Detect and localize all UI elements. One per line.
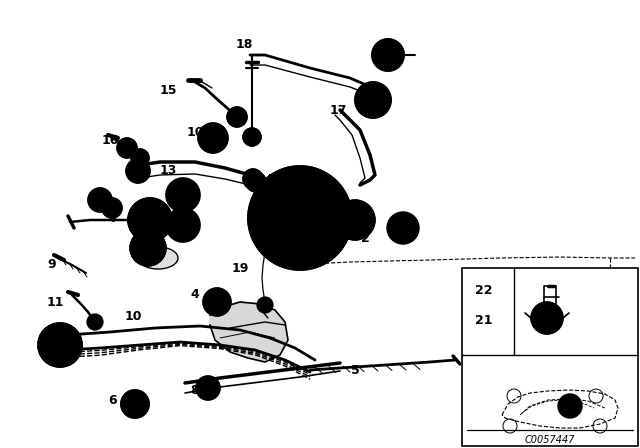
Polygon shape — [255, 175, 335, 250]
Circle shape — [319, 214, 327, 222]
Circle shape — [117, 138, 137, 158]
Text: 18: 18 — [236, 39, 253, 52]
Circle shape — [227, 107, 247, 127]
Circle shape — [355, 82, 391, 118]
Circle shape — [166, 208, 200, 242]
Text: 14: 14 — [243, 172, 260, 185]
Circle shape — [545, 303, 555, 313]
Text: 10: 10 — [124, 310, 141, 323]
Text: 19: 19 — [231, 262, 249, 275]
Text: 21: 21 — [175, 220, 191, 230]
Circle shape — [246, 172, 266, 192]
Text: 22: 22 — [173, 191, 191, 204]
Text: 1: 1 — [310, 238, 319, 251]
Circle shape — [335, 200, 375, 240]
Circle shape — [130, 230, 166, 266]
Text: 8: 8 — [191, 383, 199, 396]
Text: 13: 13 — [159, 164, 177, 177]
Circle shape — [38, 323, 82, 367]
Circle shape — [372, 39, 404, 71]
Text: 16: 16 — [101, 134, 118, 146]
Circle shape — [121, 390, 149, 418]
Ellipse shape — [138, 247, 178, 269]
Text: 3: 3 — [406, 232, 414, 245]
Circle shape — [248, 166, 352, 270]
Circle shape — [87, 314, 103, 330]
Circle shape — [243, 169, 263, 189]
Circle shape — [307, 194, 316, 202]
Text: 11: 11 — [46, 297, 64, 310]
Text: 14: 14 — [87, 191, 105, 204]
Circle shape — [102, 198, 122, 218]
Text: C0057447: C0057447 — [525, 435, 575, 445]
Text: 21: 21 — [173, 221, 191, 234]
Circle shape — [128, 198, 172, 242]
Circle shape — [387, 212, 419, 244]
Circle shape — [531, 302, 563, 334]
Text: 12: 12 — [380, 46, 397, 59]
Circle shape — [126, 159, 150, 183]
Circle shape — [273, 214, 281, 222]
Text: 17: 17 — [329, 103, 347, 116]
Circle shape — [166, 178, 200, 212]
Circle shape — [558, 394, 582, 418]
Text: 22: 22 — [476, 284, 493, 297]
Circle shape — [285, 194, 292, 202]
Circle shape — [546, 311, 554, 319]
Circle shape — [243, 128, 261, 146]
Text: 21: 21 — [476, 314, 493, 327]
Text: 22: 22 — [175, 190, 191, 200]
Bar — [462, 268, 638, 446]
Text: 10: 10 — [186, 125, 204, 138]
Text: 15: 15 — [159, 83, 177, 96]
Circle shape — [131, 149, 149, 167]
Text: 6: 6 — [109, 393, 117, 406]
Text: 2: 2 — [360, 232, 369, 245]
Circle shape — [285, 234, 292, 242]
Text: 5: 5 — [351, 363, 360, 376]
Circle shape — [196, 376, 220, 400]
Circle shape — [198, 123, 228, 153]
Circle shape — [203, 288, 231, 316]
Text: 7: 7 — [109, 211, 117, 224]
Polygon shape — [210, 302, 288, 362]
Circle shape — [131, 400, 139, 408]
Circle shape — [307, 234, 316, 242]
Text: 4: 4 — [191, 289, 200, 302]
Circle shape — [88, 188, 112, 212]
Text: 12: 12 — [41, 339, 59, 352]
Text: 20: 20 — [259, 211, 276, 224]
Text: 9: 9 — [48, 258, 56, 271]
Circle shape — [542, 313, 552, 323]
Circle shape — [257, 297, 273, 313]
